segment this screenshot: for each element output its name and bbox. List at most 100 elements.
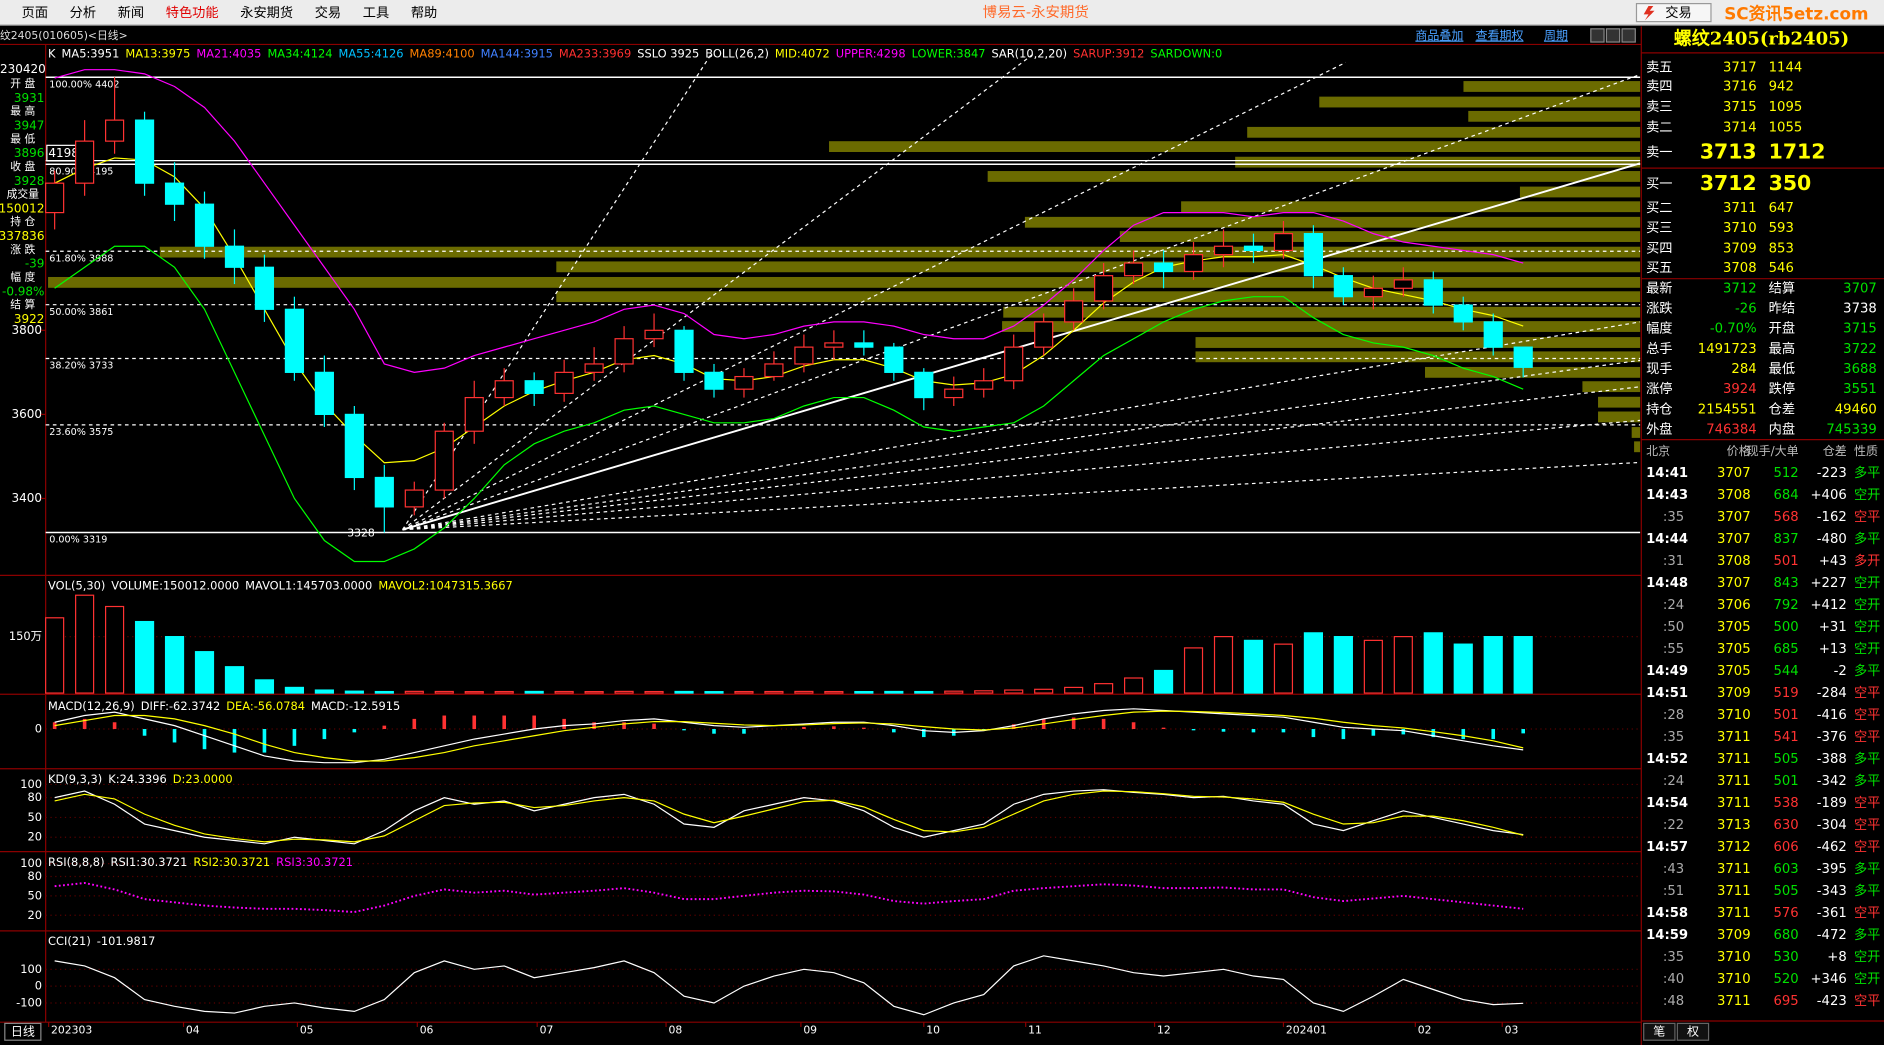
tick-cell: -376 [1817,730,1847,745]
trade-button-label[interactable]: 交易 [1665,4,1691,21]
toolbar-button[interactable]: 商品叠加 [1415,28,1463,43]
tick-cell: 512 [1773,466,1798,481]
tab-label[interactable]: 权 [1687,1024,1699,1038]
candle-body [344,413,364,479]
toolbar-icon[interactable] [1621,28,1636,43]
volume-bar [1243,639,1264,694]
menu-item[interactable]: 页面 [22,6,48,21]
candle-body [794,346,814,365]
tick-cell: :40 [1663,972,1684,987]
indicator-legend: RSI(8,8,8) [48,855,104,869]
tick-cell: -472 [1817,928,1847,943]
tick-cell: 3708 [1717,488,1751,503]
menu-item[interactable]: 新闻 [118,5,144,21]
menu-item[interactable]: 分析 [70,5,96,21]
tick-cell: +8 [1827,950,1846,965]
tick-table-header: 北京 [1646,444,1670,458]
tab[interactable] [1643,1022,1676,1041]
trade-button[interactable] [1635,3,1712,23]
volume-bar [284,686,305,694]
tick-cell: -388 [1817,752,1847,767]
candle-body [194,203,215,247]
tick-cell: +346 [1810,972,1846,987]
band-line [54,69,1524,373]
book-price: 3708 [1723,261,1757,276]
tab-label[interactable]: 笔 [1653,1023,1665,1038]
candle-body [584,363,604,373]
app-title: 博易云-永安期货 [983,4,1089,21]
tick-cell: 3705 [1717,642,1751,657]
volume-bar [314,689,334,694]
volume-bar [1064,686,1084,694]
volume-profile-bar [1598,396,1641,408]
tick-cell: 3709 [1717,928,1751,943]
tick-cell: 14:57 [1646,840,1688,855]
fan-line [402,359,1641,531]
volume-profile-bar [1119,231,1641,242]
indicator-line [54,790,1524,843]
volume-profile-bar [1582,381,1641,393]
y-tick-label: 150万 [9,629,42,643]
y-tick-label: 80 [28,790,43,804]
candle-body [434,430,454,491]
stat-value: 3688 [1843,362,1877,377]
volume-profile-bar [1425,366,1641,378]
menu-item[interactable]: 交易 [315,4,341,21]
candle-body [284,308,305,373]
x-tick-label: 202303 [51,1024,92,1037]
candle-body [824,342,844,348]
menu-item[interactable]: 工具 [363,6,389,21]
indicator-legend: MA13:3975 [125,47,190,61]
candle-body [974,380,994,390]
tick-cell: 3709 [1717,686,1751,701]
tick-cell: 837 [1773,532,1798,547]
toolbar-button[interactable]: 查看期权 [1475,29,1523,43]
tick-cell: :35 [1663,730,1684,745]
toolbar-button[interactable]: 周期 [1544,29,1568,43]
candle-body [944,388,964,399]
x-tick-label: 03 [1505,1024,1519,1037]
toolbar-icon[interactable] [1590,28,1605,43]
tick-cell: 14:58 [1646,906,1688,921]
tick-cell: 606 [1773,840,1798,855]
volume-bar [164,636,185,694]
tick-cell: 3713 [1717,818,1751,833]
tab[interactable] [1676,1022,1710,1041]
volume-bar [75,594,95,694]
book-volume: 1712 [1769,140,1826,164]
candle-body [75,140,95,184]
tick-cell: -361 [1817,906,1847,921]
book-label: 买五 [1646,260,1672,276]
indicator-legend: VOLUME:150012.0000 [111,579,239,593]
toolbar-icon[interactable] [1605,28,1621,43]
volume-bar [1273,643,1294,694]
candle-body [764,363,784,378]
tick-cell: +412 [1810,598,1846,613]
stat-value: 49460 [1835,402,1877,417]
tick-cell: +227 [1810,576,1846,591]
tick-cell: 501 [1773,774,1798,789]
menu-item[interactable]: 帮助 [411,5,437,21]
tick-cell: 530 [1773,950,1798,965]
stat-label: 涨跌 [1646,300,1672,316]
tick-cell: 792 [1773,598,1798,613]
menu-item[interactable]: 特色功能 [166,4,219,21]
tick-cell: -162 [1817,510,1847,525]
tick-cell: 501 [1773,554,1798,569]
tick-cell: :35 [1663,510,1684,525]
volume-bar [464,691,484,694]
tick-cell: 3708 [1717,554,1751,569]
sidebar-value: 150012 [0,202,44,216]
stat-label: 幅度 [1646,321,1672,337]
candle-body [524,380,544,394]
x-tick-label: 04 [186,1024,200,1037]
y-tick-label: 0 [35,979,42,993]
menu-item[interactable]: 永安期货 [240,4,293,21]
sidebar-label: 收 盘 [10,159,35,173]
indicator-line [54,789,1524,845]
candle-body [1243,245,1264,252]
candle-body [104,119,125,142]
tick-cell: 14:48 [1646,576,1688,591]
menu-bar [0,0,1884,26]
stat-label: 结算 [1769,280,1795,296]
